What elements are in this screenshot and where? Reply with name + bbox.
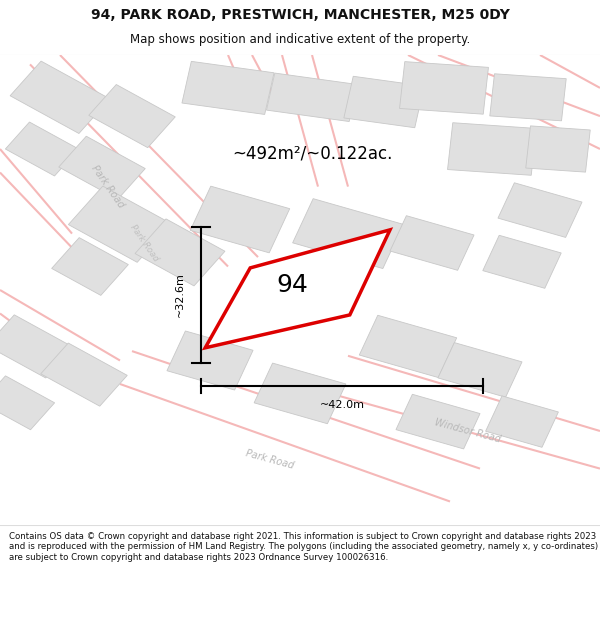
Polygon shape xyxy=(485,396,559,448)
Polygon shape xyxy=(167,331,253,390)
Polygon shape xyxy=(448,122,536,175)
Polygon shape xyxy=(182,61,274,114)
Text: 94, PARK ROAD, PRESTWICH, MANCHESTER, M25 0DY: 94, PARK ROAD, PRESTWICH, MANCHESTER, M2… xyxy=(91,8,509,22)
Polygon shape xyxy=(254,363,346,424)
Polygon shape xyxy=(438,342,522,398)
Polygon shape xyxy=(293,199,403,269)
Text: Park Road: Park Road xyxy=(89,163,127,210)
Polygon shape xyxy=(10,61,110,134)
Text: ~32.6m: ~32.6m xyxy=(175,272,185,317)
Text: Contains OS data © Crown copyright and database right 2021. This information is : Contains OS data © Crown copyright and d… xyxy=(9,532,598,562)
Polygon shape xyxy=(190,186,290,253)
Polygon shape xyxy=(0,315,73,378)
Polygon shape xyxy=(390,216,474,270)
Text: Park Road: Park Road xyxy=(128,223,160,263)
Polygon shape xyxy=(59,136,145,199)
Polygon shape xyxy=(52,238,128,296)
Text: Windsor Road: Windsor Road xyxy=(434,418,502,444)
Polygon shape xyxy=(89,84,175,148)
Polygon shape xyxy=(396,394,480,449)
Polygon shape xyxy=(490,74,566,121)
Polygon shape xyxy=(344,76,424,128)
Polygon shape xyxy=(400,62,488,114)
Text: ~492m²/~0.122ac.: ~492m²/~0.122ac. xyxy=(232,145,392,162)
Polygon shape xyxy=(266,73,358,121)
Text: Park Road: Park Road xyxy=(245,448,295,471)
Polygon shape xyxy=(5,122,79,176)
Text: 94: 94 xyxy=(277,273,309,298)
Polygon shape xyxy=(68,186,172,262)
Text: ~42.0m: ~42.0m xyxy=(320,400,365,410)
Polygon shape xyxy=(483,235,561,288)
Polygon shape xyxy=(498,182,582,238)
Polygon shape xyxy=(359,315,457,378)
Polygon shape xyxy=(41,343,127,406)
Text: Map shows position and indicative extent of the property.: Map shows position and indicative extent… xyxy=(130,33,470,46)
Polygon shape xyxy=(526,126,590,172)
Polygon shape xyxy=(135,219,225,286)
Polygon shape xyxy=(0,376,55,430)
Polygon shape xyxy=(205,230,390,348)
